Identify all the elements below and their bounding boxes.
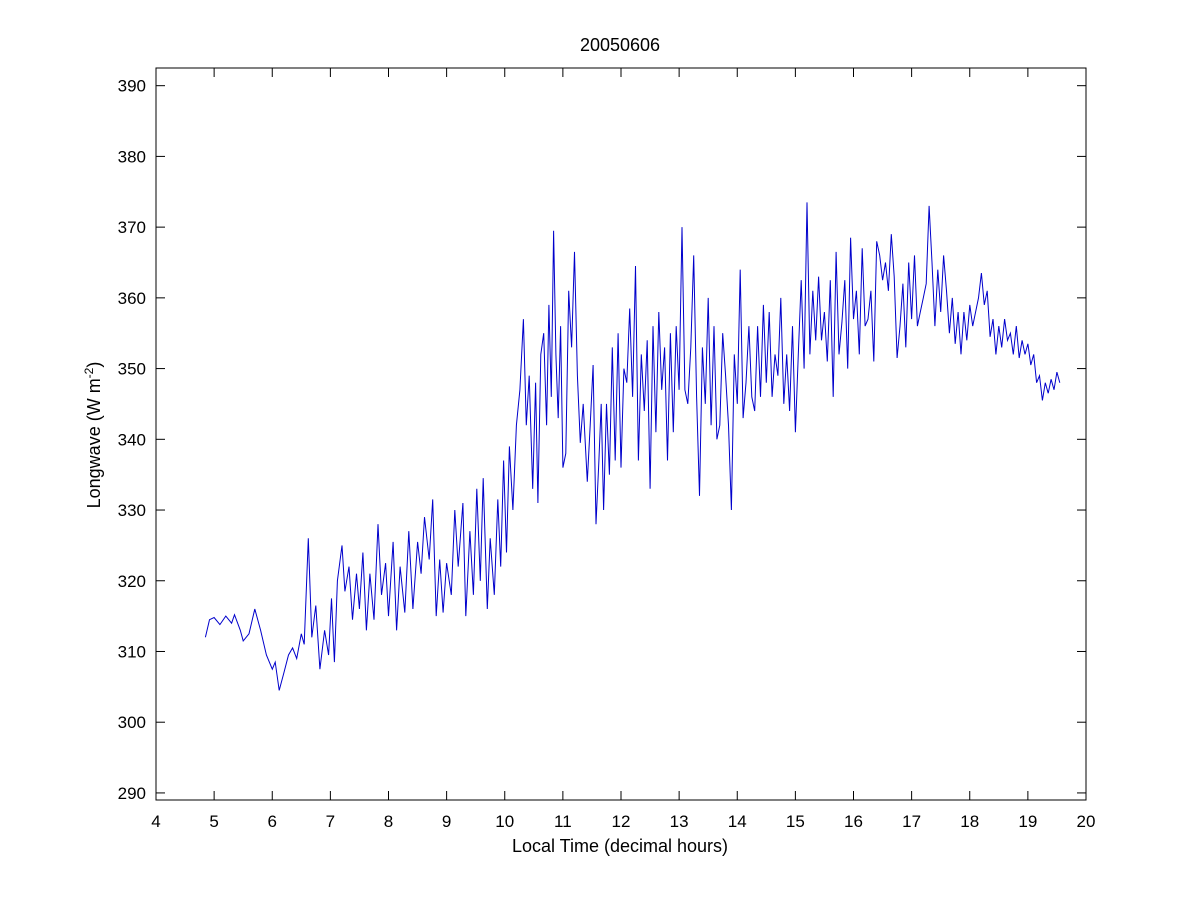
y-axis-ticks: 290 300 310 320 330 340 350 360 370 380 390 (118, 77, 1086, 803)
series-layer (204, 202, 1061, 691)
y-tick-label: 300 (118, 713, 146, 732)
y-axis-label-close: ) (84, 362, 104, 368)
y-tick-label: 390 (118, 77, 146, 96)
y-tick-label: 340 (118, 430, 146, 449)
y-tick-label: 350 (118, 360, 146, 379)
y-tick-label: 320 (118, 572, 146, 591)
x-tick-label: 8 (384, 812, 393, 831)
y-tick-label: 290 (118, 784, 146, 803)
x-tick-label: 7 (326, 812, 335, 831)
x-tick-label: 11 (554, 812, 572, 831)
y-axis-label-superscript: -2 (82, 367, 96, 378)
y-tick-label: 330 (118, 501, 146, 520)
x-tick-label: 16 (844, 812, 863, 831)
x-tick-label: 6 (268, 812, 277, 831)
x-tick-label: 14 (728, 812, 747, 831)
x-axis-ticks: 4 5 6 7 8 9 10 11 12 13 14 15 16 17 18 19 20 (151, 68, 1095, 831)
x-tick-label: 20 (1077, 812, 1096, 831)
x-tick-label: 19 (1018, 812, 1037, 831)
chart-title: 20050606 (580, 35, 660, 55)
y-axis-label: Longwave (W m-2) (82, 362, 104, 509)
x-tick-label: 12 (612, 812, 631, 831)
x-tick-label: 9 (442, 812, 451, 831)
x-tick-label: 10 (495, 812, 514, 831)
x-tick-label: 15 (786, 812, 805, 831)
y-axis-label-main: Longwave (W m (84, 378, 104, 508)
plot-background (156, 68, 1086, 800)
y-tick-label: 360 (118, 289, 146, 308)
y-tick-label: 370 (118, 218, 146, 237)
y-tick-label: 380 (118, 147, 146, 166)
x-tick-label: 17 (902, 812, 921, 831)
x-tick-label: 18 (960, 812, 979, 831)
x-axis-label: Local Time (decimal hours) (512, 836, 728, 856)
x-tick-label: 5 (209, 812, 218, 831)
x-tick-label: 4 (151, 812, 160, 831)
x-tick-label: 13 (670, 812, 689, 831)
series-line-1 (204, 202, 1061, 691)
y-tick-label: 310 (118, 642, 146, 661)
